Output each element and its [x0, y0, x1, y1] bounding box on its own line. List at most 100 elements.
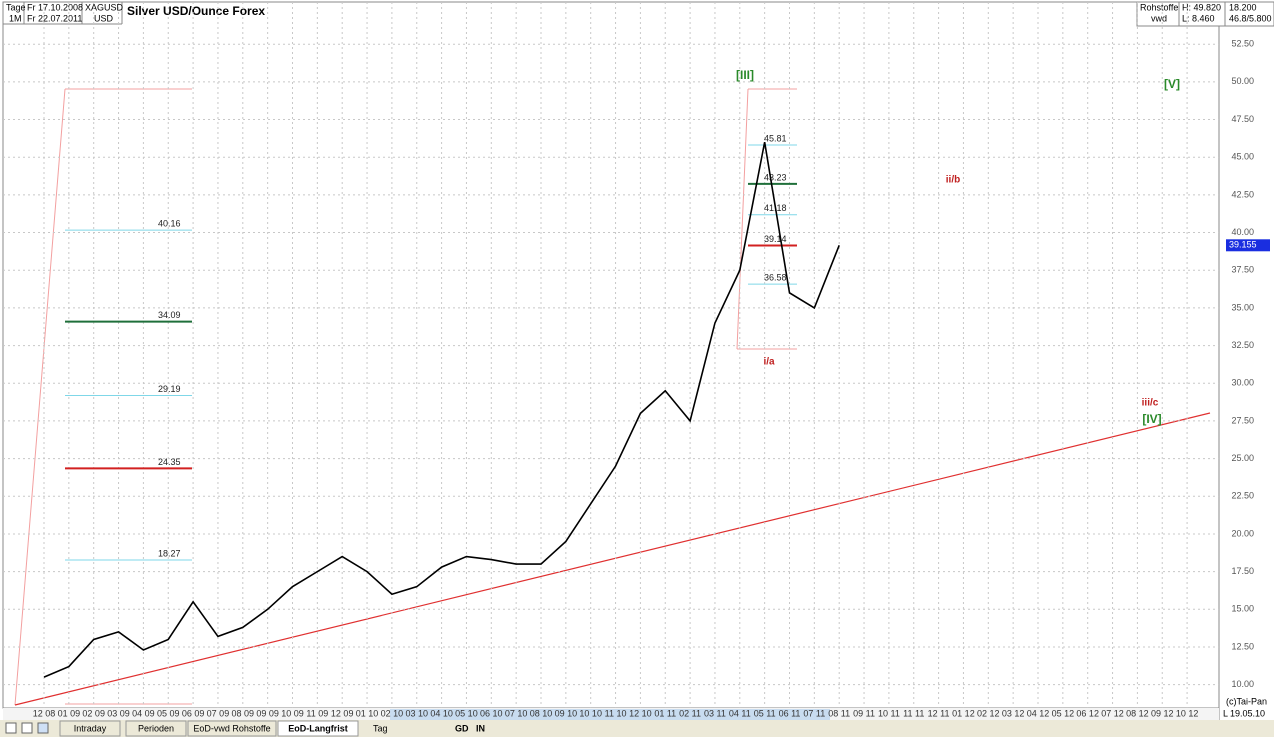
y-tick-label: 20.00	[1231, 528, 1254, 538]
x-tick-label: 07 12	[1101, 708, 1124, 718]
toolbar-item[interactable]: Tag	[373, 723, 388, 733]
y-tick-label: 50.00	[1231, 76, 1254, 86]
y-tick-label: 17.50	[1231, 566, 1254, 576]
y-tick-label: 35.00	[1231, 302, 1254, 312]
x-tick-label: 06 12	[1076, 708, 1099, 718]
wave-label: ii/b	[946, 175, 960, 186]
x-tick-label: 01 10	[356, 708, 379, 718]
x-tick-label: 12 08	[33, 708, 56, 718]
x-tick-label: 08 09	[232, 708, 255, 718]
tab[interactable]	[187, 720, 277, 737]
tab-label[interactable]: EoD-vwd Rohstoffe	[193, 723, 270, 733]
info-bottom: 46.8/5.800	[1229, 13, 1272, 23]
fib-label: 18.27	[158, 548, 181, 558]
x-tick-label: 04 11	[729, 708, 751, 718]
icon[interactable]	[21, 722, 33, 734]
x-tick-label: 04 12	[1027, 708, 1050, 718]
tab-label[interactable]: EoD-Langfrist	[288, 723, 348, 733]
fib-label: 36.58	[764, 272, 787, 282]
x-tick-label: 03 10	[405, 708, 428, 718]
tab-label[interactable]: Perioden	[138, 723, 174, 733]
x-tick-label: 06 11	[779, 708, 801, 718]
x-tick-label: 09 10	[555, 708, 578, 718]
y-tick-label: 22.50	[1231, 491, 1254, 501]
scale-mode: L	[1223, 708, 1228, 718]
group: Rohstoffe	[1140, 2, 1178, 12]
last-price-label: 39.155	[1229, 240, 1257, 250]
x-tick-label: 09 12	[1151, 708, 1174, 718]
fib-label: 39.14	[764, 234, 787, 244]
wave-label: i/a	[763, 357, 775, 368]
fib-anchor	[736, 88, 749, 350]
y-tick-label: 47.50	[1231, 114, 1254, 124]
info-box	[1136, 1, 1274, 27]
y-tick-label: 52.50	[1231, 39, 1254, 49]
icon[interactable]	[5, 722, 17, 734]
tab-label[interactable]: Intraday	[74, 723, 107, 733]
toolbar-item[interactable]: IN	[476, 723, 485, 733]
interval: 1M	[9, 13, 22, 23]
fib-label: 34.09	[158, 310, 181, 320]
x-axis-highlight	[390, 709, 830, 720]
x-tick-label: 03 11	[704, 708, 726, 718]
wave-label: [IV]	[1142, 412, 1161, 426]
high: H: 49.820	[1182, 2, 1221, 12]
y-tick-label: 42.50	[1231, 189, 1254, 199]
x-tick-label: 10 12	[1176, 708, 1199, 718]
x-tick-label: 01 09	[58, 708, 81, 718]
wave-label: iii/c	[1142, 398, 1159, 409]
x-tick-label: 02 10	[381, 708, 404, 718]
x-tick-label: 05 09	[157, 708, 180, 718]
x-tick-label: 08 12	[1126, 708, 1149, 718]
x-tick-label: 06 09	[182, 708, 205, 718]
y-tick-label: 30.00	[1231, 378, 1254, 388]
y-tick-label: 15.00	[1231, 604, 1254, 614]
x-tick-label: 07 09	[207, 708, 230, 718]
trend-line	[14, 412, 1211, 706]
tab[interactable]	[125, 720, 187, 737]
x-tick-label: 07 11	[803, 708, 825, 718]
x-tick-label: 09 09	[256, 708, 279, 718]
y-tick-label: 32.50	[1231, 340, 1254, 350]
x-tick-label: 12 11	[928, 708, 950, 718]
currency: USD	[94, 13, 114, 23]
price-line	[43, 141, 840, 678]
toolbar-item[interactable]: GD	[455, 723, 469, 733]
tab[interactable]	[277, 720, 359, 737]
fib-label: 29.19	[158, 384, 181, 394]
x-tick-label: 03 12	[1002, 708, 1025, 718]
x-tick-label: 04 10	[430, 708, 453, 718]
x-tick-label: 11 11	[903, 708, 924, 718]
x-tick-label: 12 10	[629, 708, 652, 718]
y-tick-label: 25.00	[1231, 453, 1254, 463]
x-tick-label: 03 09	[107, 708, 130, 718]
x-tick-label: 05 10	[455, 708, 478, 718]
x-tick-label: 02 11	[679, 708, 701, 718]
chart-title: Silver USD/Ounce Forex	[127, 4, 265, 18]
x-tick-label: 05 12	[1052, 708, 1075, 718]
period: Tage	[6, 2, 26, 12]
icon[interactable]	[37, 722, 49, 734]
y-tick-label: 27.50	[1231, 415, 1254, 425]
fib-label: 24.35	[158, 457, 181, 467]
x-tick-label: 08 10	[530, 708, 553, 718]
x-tick-label: 09 11	[853, 708, 875, 718]
y-tick-label: 12.50	[1231, 641, 1254, 651]
copyright: (c)Tai-Pan	[1226, 696, 1267, 706]
range-from: Fr 17.10.2008	[27, 2, 83, 12]
x-tick-label: 10 09	[281, 708, 304, 718]
last-price-box	[1226, 239, 1270, 252]
x-tick-label: 01 12	[952, 708, 975, 718]
y-tick-label: 10.00	[1231, 679, 1254, 689]
range-to: Fr 22.07.2011	[27, 13, 82, 23]
symbol: XAGUSD	[85, 2, 124, 12]
x-tick-label: 04 09	[132, 708, 155, 718]
source: vwd	[1151, 13, 1167, 23]
x-tick-label: 02 12	[977, 708, 1000, 718]
x-tick-label: 05 11	[754, 708, 776, 718]
x-tick-label: 10 10	[579, 708, 602, 718]
tab[interactable]	[59, 720, 121, 737]
axis-date: 19.05.10	[1230, 708, 1265, 718]
